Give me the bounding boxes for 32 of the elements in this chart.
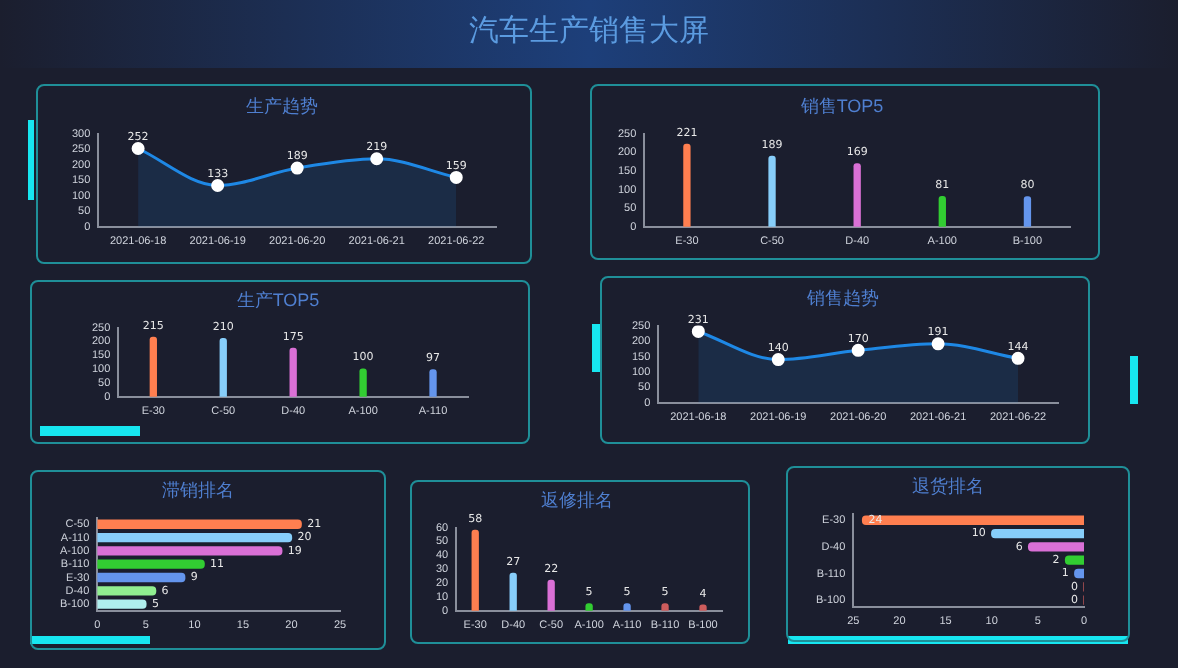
chart-title: 销售TOP5 bbox=[798, 95, 884, 116]
text: 汽车生产销售大屏 bbox=[467, 12, 711, 50]
chart-title: 返修排名 bbox=[541, 489, 613, 510]
bar bbox=[97, 532, 293, 543]
chart-title: 滞销排名 bbox=[162, 479, 234, 500]
bar bbox=[97, 586, 157, 596]
chart-title: 生产趋势 bbox=[246, 95, 318, 116]
bar bbox=[359, 368, 367, 397]
bar bbox=[97, 559, 205, 569]
chart-title: 退货排名 bbox=[912, 475, 984, 496]
bar bbox=[861, 515, 1084, 525]
chart-title: 销售趋势 bbox=[805, 287, 879, 308]
bar bbox=[1023, 196, 1032, 227]
bar bbox=[289, 347, 297, 397]
bar bbox=[97, 519, 302, 529]
bar bbox=[509, 572, 517, 611]
bar bbox=[1027, 542, 1084, 552]
bar bbox=[547, 579, 555, 611]
bar bbox=[938, 195, 946, 227]
bar bbox=[219, 338, 227, 397]
bar bbox=[853, 163, 861, 227]
bar bbox=[471, 529, 479, 611]
bar bbox=[991, 528, 1084, 539]
bar bbox=[768, 155, 776, 227]
bar bbox=[1064, 555, 1084, 565]
bar bbox=[429, 369, 437, 397]
bar bbox=[97, 599, 147, 609]
bar bbox=[97, 546, 283, 556]
bar bbox=[97, 572, 186, 583]
bar bbox=[683, 143, 691, 227]
chart-title: 生产TOP5 bbox=[236, 289, 320, 310]
bar bbox=[149, 336, 157, 397]
